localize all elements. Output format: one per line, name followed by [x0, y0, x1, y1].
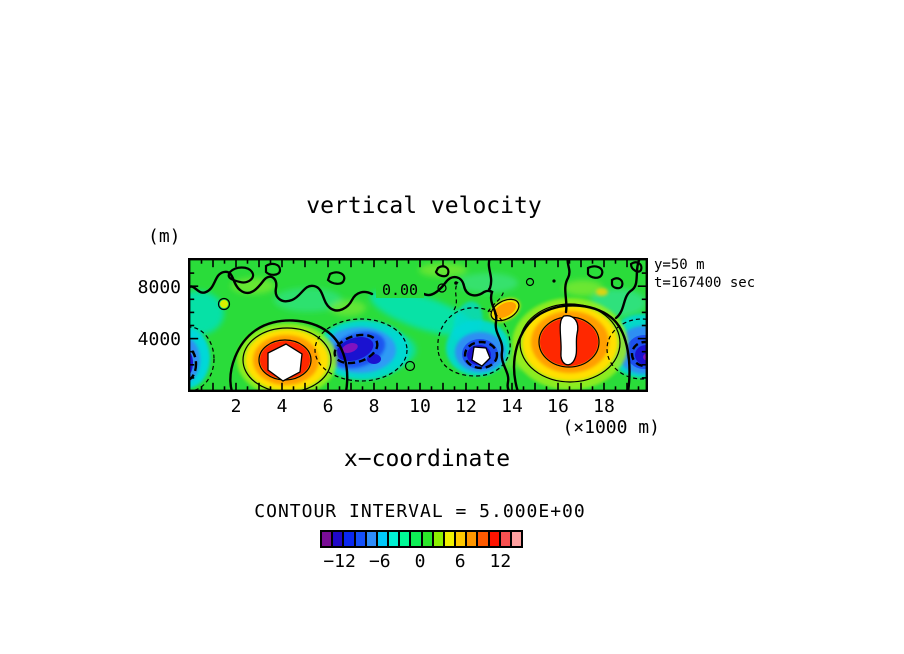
contour-interval-note: CONTOUR INTERVAL = 5.000E+00 — [254, 501, 586, 522]
zero-contour — [188, 258, 642, 392]
colorbar-cell — [478, 532, 490, 546]
colorbar-cell — [366, 532, 378, 546]
colorbar-tick-label: −6 — [368, 551, 391, 572]
colorbar-tick-label: 12 — [489, 551, 512, 572]
small-updraft-dot — [220, 300, 228, 308]
y-tick-label: 4000 — [137, 329, 181, 350]
x-tick-label: 12 — [455, 396, 477, 417]
colorbar-cell — [444, 532, 457, 546]
colorbar-cell — [344, 532, 356, 546]
colorbar-cell — [400, 532, 412, 546]
colorbar-cell — [433, 532, 445, 546]
chart-title: vertical velocity — [306, 193, 542, 219]
x-tick-label: 4 — [276, 396, 288, 417]
colorbar-cell — [422, 532, 434, 546]
colorbar-cell — [377, 532, 390, 546]
colorbar-cell — [411, 532, 423, 546]
zero-contour-islands — [227, 261, 643, 290]
colorbar-cell — [489, 532, 501, 546]
colorbar-cell — [467, 532, 479, 546]
downdraft-blob-x0 — [188, 328, 210, 388]
white-core-x12 — [471, 346, 491, 367]
x-tick-label: 16 — [547, 396, 569, 417]
colorbar-cell — [456, 532, 468, 546]
colorbar-cell — [355, 532, 367, 546]
tick-marks — [189, 259, 647, 391]
time-annotation: t=167400 sec — [654, 275, 756, 291]
colorbar-cell — [333, 532, 345, 546]
plot-area: 0.00 — [188, 258, 648, 392]
colorbar-cell — [511, 532, 522, 546]
zero-contour-label: 0.00 — [382, 281, 418, 299]
colorbar-tick-label: 0 — [414, 551, 426, 572]
plot-frame — [188, 258, 648, 392]
white-core-x4 — [267, 343, 303, 382]
x-tick-label: 8 — [368, 396, 380, 417]
contour-plot: 0.00 — [188, 258, 648, 392]
slice-annotation: y=50 m — [654, 257, 705, 273]
x-tick-label: 14 — [501, 396, 523, 417]
x-tick-label: 6 — [322, 396, 334, 417]
y-axis-unit-label: (m) — [148, 226, 181, 247]
colorbar-cell — [322, 532, 334, 546]
white-core-x16 — [559, 315, 579, 366]
colorbar-tick-label: −12 — [323, 551, 356, 572]
x-tick-label: 10 — [409, 396, 431, 417]
colorbar-cell — [500, 532, 512, 546]
x-tick-label: 18 — [593, 396, 615, 417]
colorbar — [320, 530, 523, 548]
colorbar-tick-label: 6 — [454, 551, 466, 572]
small-warm-patch — [596, 288, 608, 296]
x-axis-unit-note: (×1000 m) — [562, 417, 660, 438]
colorbar-cell — [389, 532, 401, 546]
x-axis-label: x−coordinate — [343, 446, 511, 472]
y-tick-label: 8000 — [137, 277, 181, 298]
x-tick-label: 2 — [230, 396, 242, 417]
